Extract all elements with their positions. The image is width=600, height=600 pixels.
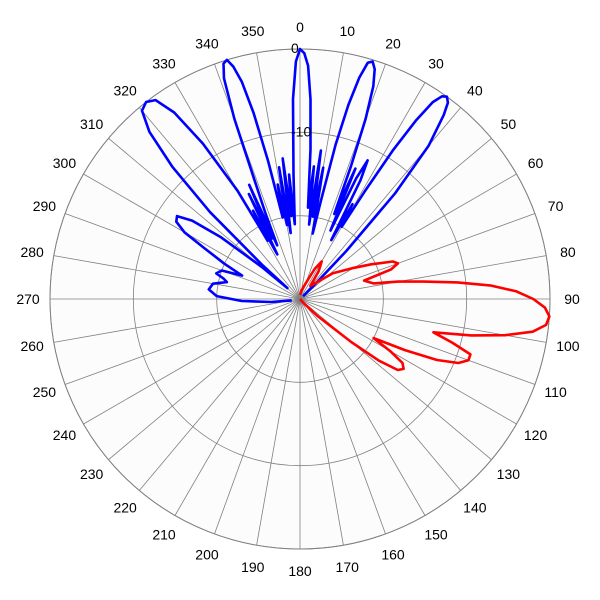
angle-tick-label: 120 <box>524 427 548 443</box>
grid-spoke <box>53 298 301 343</box>
angle-tick-label: 140 <box>463 499 487 515</box>
grid-spoke <box>299 63 386 300</box>
grid-spoke <box>299 213 536 300</box>
grid-spoke <box>299 137 492 300</box>
angle-tick-label: 260 <box>20 338 44 354</box>
angle-tick-label: 350 <box>241 23 265 39</box>
angle-tick-label: 240 <box>53 427 77 443</box>
grid-spoke <box>299 298 426 516</box>
grid-spoke <box>299 173 517 300</box>
angle-tick-label: 80 <box>560 244 576 260</box>
angle-tick-label: 10 <box>339 23 355 39</box>
angle-tick-label: 0 <box>296 19 304 35</box>
grid-spoke <box>299 298 517 425</box>
angle-tick-label: 190 <box>241 559 265 575</box>
grid-spoke <box>64 298 301 385</box>
angle-tick-label: 170 <box>336 559 360 575</box>
angle-tick-label: 90 <box>564 291 580 307</box>
grid-spoke <box>299 298 344 546</box>
angle-tick-label: 150 <box>424 527 448 543</box>
angle-tick-label: 60 <box>528 155 544 171</box>
grid-spoke <box>214 298 301 535</box>
grid-spoke <box>53 255 301 300</box>
angle-tick-label: 160 <box>381 547 405 563</box>
angle-tick-label: 210 <box>152 527 176 543</box>
grid-spoke <box>299 107 462 300</box>
angle-tick-label: 30 <box>428 55 444 71</box>
angle-tick-label: 280 <box>20 244 44 260</box>
radial-tick-label: 0 <box>291 40 299 56</box>
grid-spoke <box>138 298 301 491</box>
angle-tick-label: 340 <box>195 35 219 51</box>
series-line-1 <box>140 47 450 304</box>
grid-spoke <box>256 52 301 300</box>
angle-tick-label: 270 <box>16 291 40 307</box>
grid-spoke <box>64 213 301 300</box>
series-line-2 <box>298 260 551 372</box>
angle-tick-label: 300 <box>53 155 77 171</box>
angle-tick-label: 40 <box>467 83 483 99</box>
grid-spoke <box>299 255 547 300</box>
grid-spoke <box>108 298 301 461</box>
grid-spoke <box>299 298 536 385</box>
grid-spoke <box>138 107 301 300</box>
angle-tick-label: 100 <box>556 338 580 354</box>
grid-spoke <box>174 298 301 516</box>
radial-tick-label: -10 <box>291 123 311 139</box>
angle-tick-label: 200 <box>195 547 219 563</box>
angle-tick-label: 290 <box>33 198 57 214</box>
grid-spoke <box>299 298 386 535</box>
grid-spoke <box>256 298 301 546</box>
angle-tick-label: 310 <box>80 116 104 132</box>
angle-tick-label: 180 <box>288 563 312 579</box>
angle-tick-label: 220 <box>113 499 137 515</box>
grid-spoke <box>214 63 301 300</box>
angle-tick-label: 320 <box>113 83 137 99</box>
angle-tick-label: 20 <box>385 35 401 51</box>
angle-tick-label: 110 <box>544 384 567 400</box>
angle-tick-label: 50 <box>501 116 517 132</box>
grid-spoke <box>299 298 462 491</box>
angle-tick-label: 330 <box>152 55 176 71</box>
angle-tick-label: 70 <box>548 198 564 214</box>
angle-tick-label: 130 <box>497 466 521 482</box>
angle-tick-label: 230 <box>80 466 104 482</box>
grid-spoke <box>83 298 301 425</box>
angle-tick-label: 250 <box>33 384 57 400</box>
